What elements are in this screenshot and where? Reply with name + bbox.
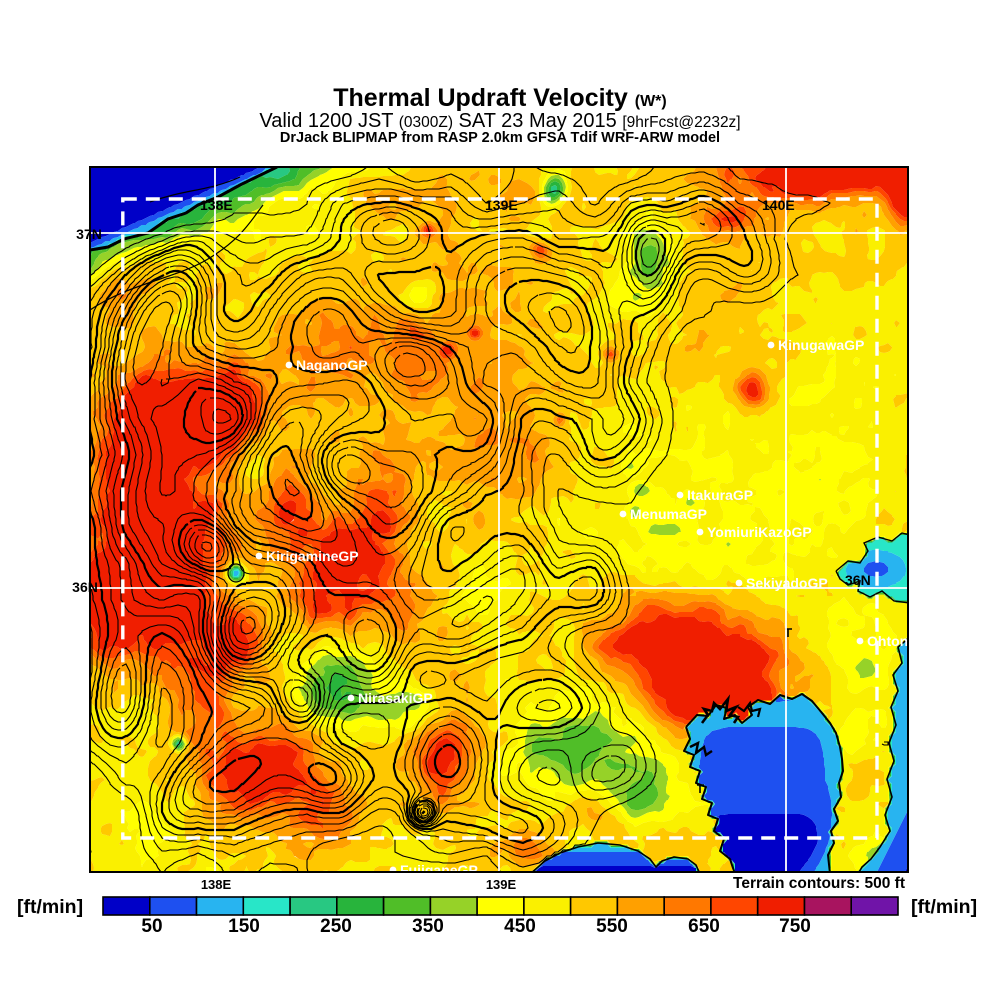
svg-text:KirigamineGP: KirigamineGP: [266, 548, 359, 564]
svg-text:YomiuriKazoGP: YomiuriKazoGP: [707, 524, 812, 540]
svg-text:450: 450: [504, 916, 536, 937]
svg-text:Valid 1200 JST (0300Z) SAT 23: Valid 1200 JST (0300Z) SAT 23 May 2015 […: [259, 110, 740, 132]
svg-text:NirasakiGP: NirasakiGP: [358, 690, 433, 706]
svg-text:250: 250: [320, 916, 352, 937]
svg-text:Thermal Updraft Velocity (W*): Thermal Updraft Velocity (W*): [333, 84, 666, 112]
svg-text:138E: 138E: [201, 877, 232, 892]
svg-text:139E: 139E: [486, 877, 517, 892]
svg-text:150: 150: [228, 916, 260, 937]
svg-text:ItakuraGP: ItakuraGP: [687, 487, 753, 503]
svg-text:[ft/min]: [ft/min]: [911, 896, 977, 918]
svg-text:MenumaGP: MenumaGP: [630, 506, 707, 522]
svg-text:36N: 36N: [72, 579, 98, 595]
svg-text:750: 750: [779, 916, 811, 937]
svg-text:Terrain contours: 500 ft: Terrain contours: 500 ft: [733, 875, 905, 892]
svg-text:SekiyadoGP: SekiyadoGP: [746, 575, 828, 591]
svg-text:138E: 138E: [200, 197, 233, 213]
svg-text:350: 350: [412, 916, 444, 937]
svg-text:[ft/min]: [ft/min]: [17, 896, 83, 918]
svg-text:650: 650: [688, 916, 720, 937]
svg-text:37N: 37N: [76, 226, 102, 242]
svg-text:139E: 139E: [485, 197, 518, 213]
svg-text:140E: 140E: [762, 197, 795, 213]
svg-text:KinugawaGP: KinugawaGP: [778, 337, 864, 353]
svg-text:FujiganeGP: FujiganeGP: [400, 862, 478, 878]
svg-text:OhtoneGP: OhtoneGP: [867, 633, 936, 649]
svg-text:50: 50: [141, 916, 162, 937]
svg-text:NaganoGP: NaganoGP: [296, 357, 368, 373]
svg-text:550: 550: [596, 916, 628, 937]
svg-text:36N: 36N: [845, 572, 871, 588]
svg-text:DrJack BLIPMAP from RASP 2.0km: DrJack BLIPMAP from RASP 2.0km GFSA Tdif…: [280, 130, 720, 146]
